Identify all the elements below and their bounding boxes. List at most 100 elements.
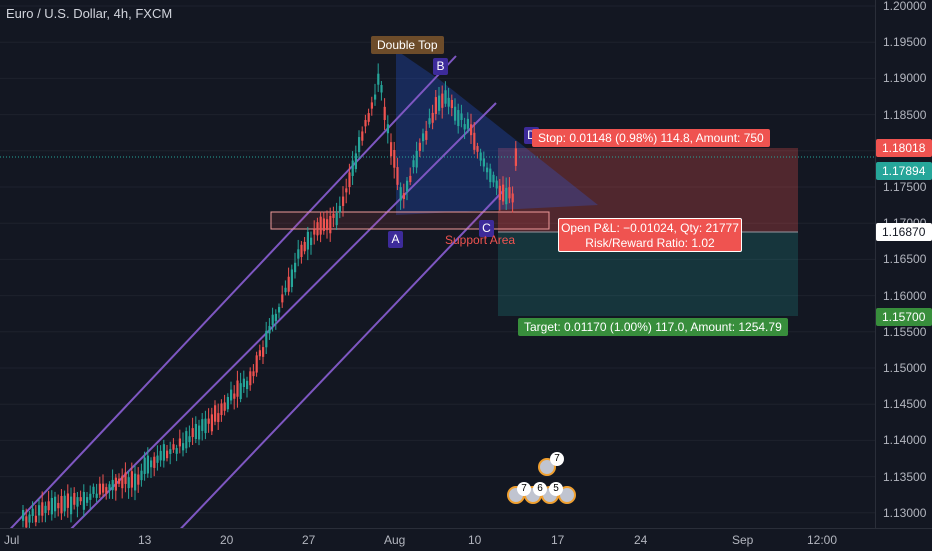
support-area-box[interactable] xyxy=(270,211,550,230)
candle-body xyxy=(274,313,277,322)
candle-body xyxy=(303,241,306,252)
candle-body xyxy=(41,502,44,516)
candle-body xyxy=(111,479,114,491)
candle-body xyxy=(495,180,498,189)
candle-body xyxy=(364,120,367,127)
candle-body xyxy=(70,496,73,515)
candle-body xyxy=(431,112,434,123)
price-tick-label: 1.14500 xyxy=(883,397,927,412)
candle-body xyxy=(380,85,383,93)
candle-body xyxy=(217,413,220,423)
event-count-badge[interactable]: 7 xyxy=(550,452,564,466)
time-tick-label: Jul xyxy=(4,533,20,547)
candle-body xyxy=(409,175,412,183)
candle-body xyxy=(511,193,514,203)
point-b-label[interactable]: B xyxy=(433,58,448,75)
candle-body xyxy=(82,491,85,510)
candle-body xyxy=(329,215,332,234)
candle-body xyxy=(415,150,418,168)
candle-body xyxy=(34,515,37,523)
double-top-label[interactable]: Double Top xyxy=(371,36,444,54)
symbol-title[interactable]: Euro / U.S. Dollar, 4h, FXCM xyxy=(6,6,173,21)
candle-body xyxy=(102,483,105,493)
candle-body xyxy=(73,493,76,505)
candle-body xyxy=(210,414,213,432)
candle-body xyxy=(236,380,239,397)
candle-body xyxy=(63,495,66,512)
candle-body xyxy=(281,294,284,303)
candle-body xyxy=(399,187,402,201)
candle-body xyxy=(502,184,505,202)
candle-body xyxy=(124,472,127,484)
price-tick-label: 1.18500 xyxy=(883,107,927,122)
candle-body xyxy=(470,124,473,136)
candle-body xyxy=(386,124,389,134)
candle-body xyxy=(422,133,425,142)
candle-body xyxy=(374,94,377,100)
event-badge-2: 6 xyxy=(533,482,547,496)
candle-body xyxy=(383,106,386,121)
time-tick-label: 24 xyxy=(634,533,648,547)
time-axis[interactable]: Jul 13 20 27 Aug 10 17 24 Sep 12:00 xyxy=(0,528,932,551)
candle-body xyxy=(137,474,140,485)
candle-body xyxy=(454,106,457,121)
candle-body xyxy=(310,237,313,246)
candle-body xyxy=(130,471,133,488)
candle-body xyxy=(246,380,249,390)
candle-body xyxy=(31,508,34,517)
pnl-box[interactable]: Open P&L: −0.01024, Qty: 21777 Risk/Rewa… xyxy=(558,218,742,252)
target-label[interactable]: Target: 0.01170 (1.00%) 117.0, Amount: 1… xyxy=(518,318,788,336)
candle-body xyxy=(140,470,143,481)
time-tick-label: 12:00 xyxy=(807,533,838,547)
price-axis[interactable]: 1.200001.195001.190001.185001.180001.175… xyxy=(875,0,932,528)
candle-body xyxy=(25,516,28,528)
risk-reward-line: Risk/Reward Ratio: 1.02 xyxy=(585,236,715,250)
price-tick-label: 1.15000 xyxy=(883,361,927,375)
candle-body xyxy=(505,187,508,205)
candle-body xyxy=(438,95,441,111)
candle-body xyxy=(249,371,252,386)
candle-body xyxy=(118,478,121,484)
candle-body xyxy=(255,355,258,373)
candle-body xyxy=(60,496,63,514)
channel-line-upper[interactable] xyxy=(0,55,457,541)
candle-body xyxy=(367,113,370,122)
candle-body xyxy=(162,444,165,461)
price-tick-label: 1.16000 xyxy=(883,288,927,303)
candle-body xyxy=(204,418,207,434)
entry-price-tag: 1.16870 xyxy=(876,223,932,241)
candle-body xyxy=(185,431,188,449)
channel-line-lower[interactable] xyxy=(169,189,505,541)
point-c-label[interactable]: C xyxy=(479,220,494,237)
candle-body xyxy=(479,152,482,161)
candle-body xyxy=(425,130,428,140)
candle-body xyxy=(89,493,92,500)
candle-body xyxy=(127,477,130,489)
event-badge-1: 7 xyxy=(517,482,531,496)
candle-body xyxy=(207,418,210,424)
candle-body xyxy=(76,497,79,507)
point-a-label[interactable]: A xyxy=(388,231,403,248)
candle-body xyxy=(66,493,69,508)
candle-body xyxy=(508,187,511,199)
candle-body xyxy=(182,443,185,451)
stop-label[interactable]: Stop: 0.01148 (0.98%) 114.8, Amount: 750 xyxy=(532,129,770,147)
candle-body xyxy=(47,501,50,511)
candle-body xyxy=(265,330,268,348)
candle-body xyxy=(412,160,415,168)
price-tick-label: 1.19000 xyxy=(883,71,927,86)
candle-body xyxy=(150,460,153,468)
candle-body xyxy=(393,150,396,168)
candle-body xyxy=(447,97,450,107)
candle-body xyxy=(22,509,25,521)
candle-body xyxy=(114,477,117,491)
time-tick-label: 10 xyxy=(468,533,482,547)
candle-body xyxy=(54,496,57,512)
candle-body xyxy=(476,146,479,152)
candle-body xyxy=(188,436,191,443)
channel-line-middle[interactable] xyxy=(59,102,497,541)
candle-body xyxy=(361,131,364,141)
price-tick-label: 1.16500 xyxy=(883,252,927,267)
